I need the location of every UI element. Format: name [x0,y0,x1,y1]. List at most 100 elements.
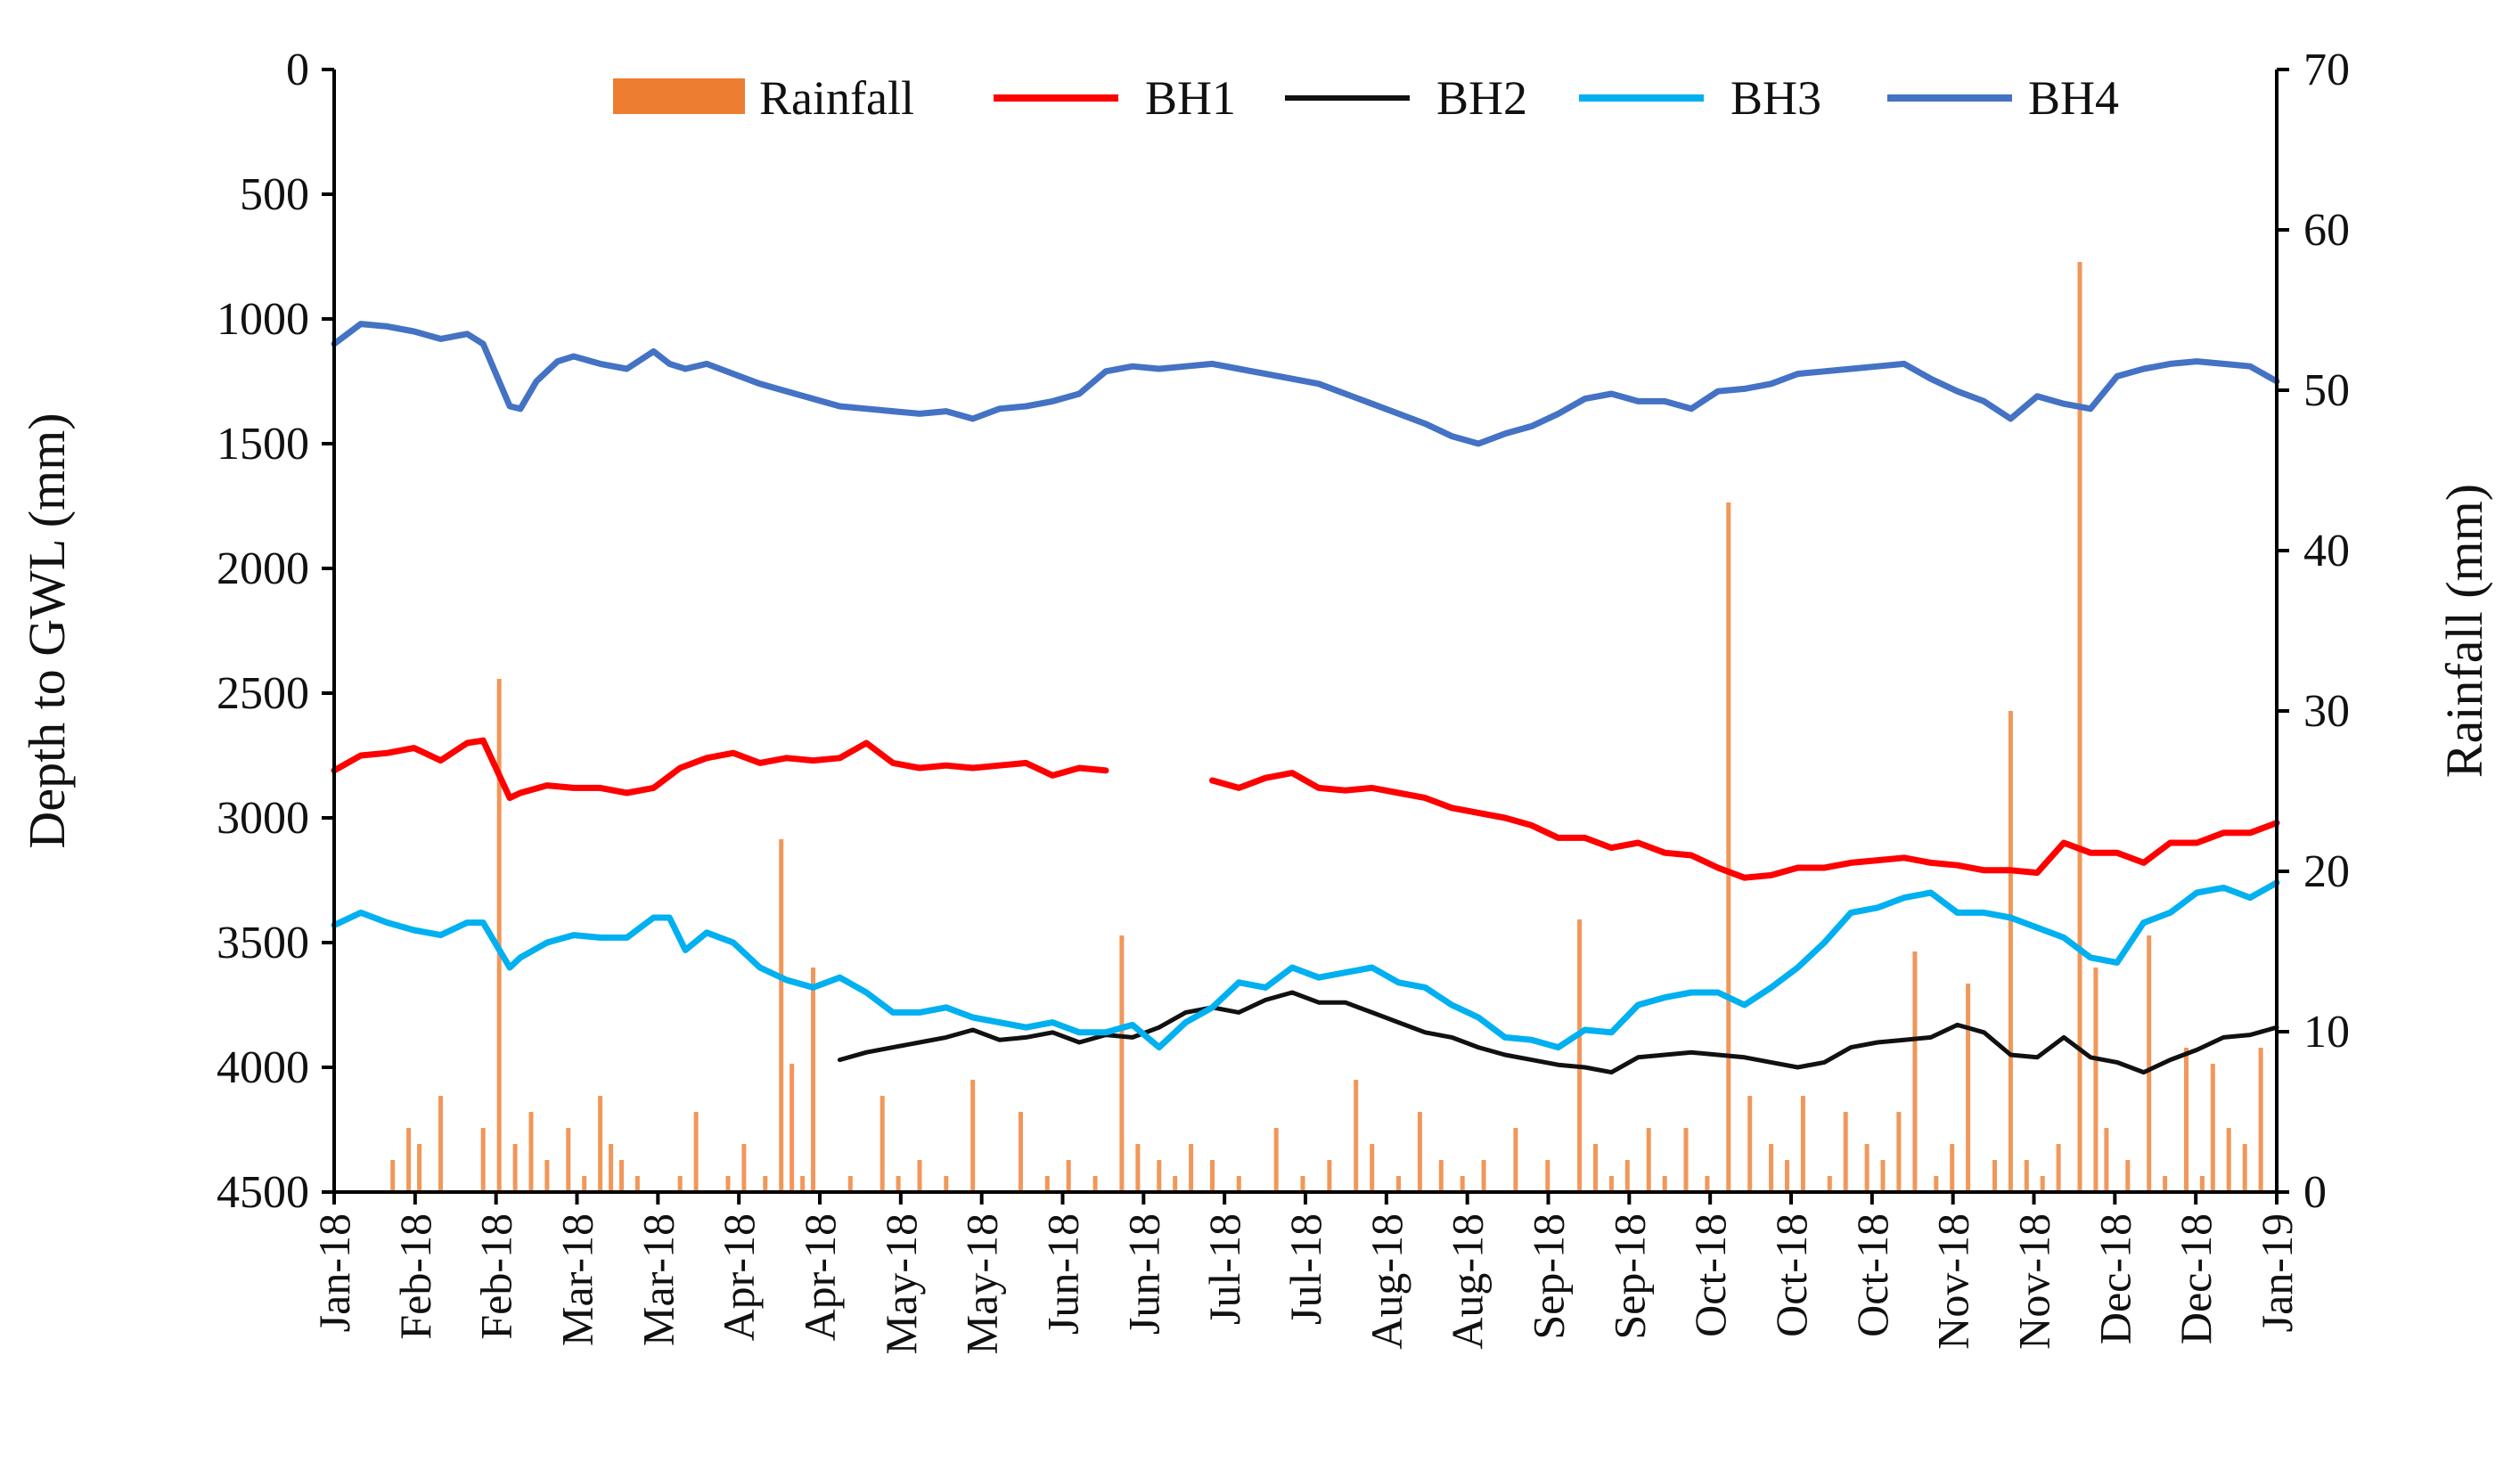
rainfall-bar [1896,1112,1902,1192]
rainfall-bar [598,1096,603,1192]
x-axis-tick-label: Oct-18 [1685,1213,1735,1337]
rainfall-bar [2056,1144,2061,1192]
rainfall-bar [1066,1160,1071,1192]
right-axis-tick-label: 40 [2303,526,2350,576]
x-axis-ticks: Jan-18 Feb-18 Feb-18 Mar-18 Mar-18 Apr-18 Apr-… [309,1192,2302,1354]
rainfall-bar [1092,1176,1098,1192]
rainfall-bar [2258,1048,2263,1192]
left-axis-tick-label: 2500 [217,668,309,719]
rainfall-bar [480,1128,486,1192]
series-line-bh2 [837,990,2279,1075]
rainfall-bar [2125,1160,2131,1192]
rainfall-bar [582,1176,587,1192]
right-axis-tick-label: 60 [2303,205,2350,256]
rainfall-bar [2199,1176,2205,1192]
x-axis-tick-label: Aug-18 [1443,1213,1493,1350]
rainfall-bar [2163,1176,2168,1192]
rainfall-bar [2024,1160,2029,1192]
rainfall-bar [1438,1160,1444,1192]
x-axis-tick-label: Nov-18 [2009,1213,2059,1350]
rainfall-bar [1354,1080,1359,1192]
rainfall-bar [1019,1112,1023,1192]
rainfall-bar [2242,1144,2247,1192]
right-axis-tick-label: 30 [2303,686,2350,737]
rainfall-bar [847,1176,853,1192]
left-axis-tick-label: 2000 [217,543,309,594]
rainfall-bar [811,968,815,1192]
rainfall-bar [1481,1160,1486,1192]
rainfall-bar [763,1176,768,1192]
legend: Rainfall BH1 BH2 BH3 BH4 [613,71,2119,125]
x-axis-tick-label: Jul-18 [1280,1213,1330,1325]
right-axis-title: Rainfall (mm) [2435,484,2493,778]
rainfall-bar [2093,968,2099,1192]
left-axis-ticks: 0 500 1000 1500 2000 2500 3000 3500 4000 4500 [217,45,334,1218]
rainfall-bar [1950,1144,1955,1192]
rainfall-bar [1513,1128,1518,1192]
rainfall-bar [2210,1064,2215,1192]
series-line-bh3 [331,879,2280,1051]
x-axis-tick-label: Feb-18 [471,1213,521,1340]
x-axis-tick-label: Jan-19 [2252,1213,2302,1332]
rainfall-bar [896,1176,901,1192]
x-axis-tick-label: Aug-18 [1362,1213,1411,1350]
rainfall-bar [1800,1096,1805,1192]
rainfall-bar [1992,1160,1997,1192]
rainfall-bar [970,1080,976,1192]
rainfall-bar [528,1112,534,1192]
x-axis-tick-label: Oct-18 [1847,1213,1897,1337]
x-axis-tick-label: Sep-18 [1524,1213,1574,1340]
rainfall-bar [512,1144,518,1192]
left-axis-tick-label: 0 [286,45,309,95]
rainfall-bar [2104,1128,2109,1192]
rainfall-bar [1726,502,1731,1192]
rainfall-bar [1646,1128,1651,1192]
rainfall-bar [1912,952,1918,1192]
rainfall-bar [2147,935,2152,1192]
rainfall-bar [1210,1160,1215,1192]
x-axis-tick-label: Jan-18 [309,1213,359,1332]
rainfall-bar [1683,1128,1689,1192]
rainfall-bar [609,1144,614,1192]
rainfall-bar [1189,1144,1194,1192]
x-axis-tick-label: Jun-18 [1118,1213,1168,1335]
rainfall-bar [1769,1144,1774,1192]
left-axis-tick-label: 4000 [217,1042,309,1093]
rainfall-bar [790,1064,795,1192]
right-axis-ticks: 0 10 20 30 40 50 60 70 [2277,45,2350,1218]
x-axis-tick-label: Feb-18 [390,1213,440,1340]
rainfall-bar [1545,1160,1550,1192]
rainfall-bar [1135,1144,1141,1192]
left-axis-tick-label: 3000 [217,793,309,844]
series-line-bh4 [331,321,2280,447]
right-axis-tick-label: 0 [2303,1167,2327,1218]
left-axis-tick-label: 1000 [217,294,309,345]
rainfall-bar [693,1112,699,1192]
rainfall-bar [1173,1176,1178,1192]
x-axis-tick-label: Mar-18 [552,1213,602,1346]
left-axis-tick-label: 1500 [217,419,309,470]
rainfall-bar [2184,1048,2189,1192]
rainfall-bar [566,1128,571,1192]
rainfall-bar [1273,1128,1279,1192]
rainfall-bar [1785,1160,1789,1192]
rainfall-bar [438,1096,443,1192]
rainfall-bar [1662,1176,1667,1192]
rainfall-bar [2077,262,2082,1192]
right-axis-tick-label: 20 [2303,846,2350,897]
rainfall-bar [2226,1128,2231,1192]
rainfall-bar [496,679,502,1192]
legend-label-rainfall: Rainfall [759,71,914,125]
right-axis-tick-label: 10 [2303,1007,2350,1058]
rainfall-bar [800,1176,806,1192]
left-axis-tick-label: 500 [240,169,309,220]
rainfall-bar [1417,1112,1422,1192]
rainfall-bar [741,1144,747,1192]
rainfall-bar [2008,711,2013,1192]
rainfall-bar [1119,935,1125,1192]
right-axis-tick-label: 70 [2303,45,2350,95]
x-axis-tick-label: Dec-18 [2171,1213,2221,1344]
rainfall-bar [1966,984,1971,1192]
right-axis-tick-label: 50 [2303,365,2350,416]
x-axis-tick-label: Apr-18 [795,1213,845,1341]
